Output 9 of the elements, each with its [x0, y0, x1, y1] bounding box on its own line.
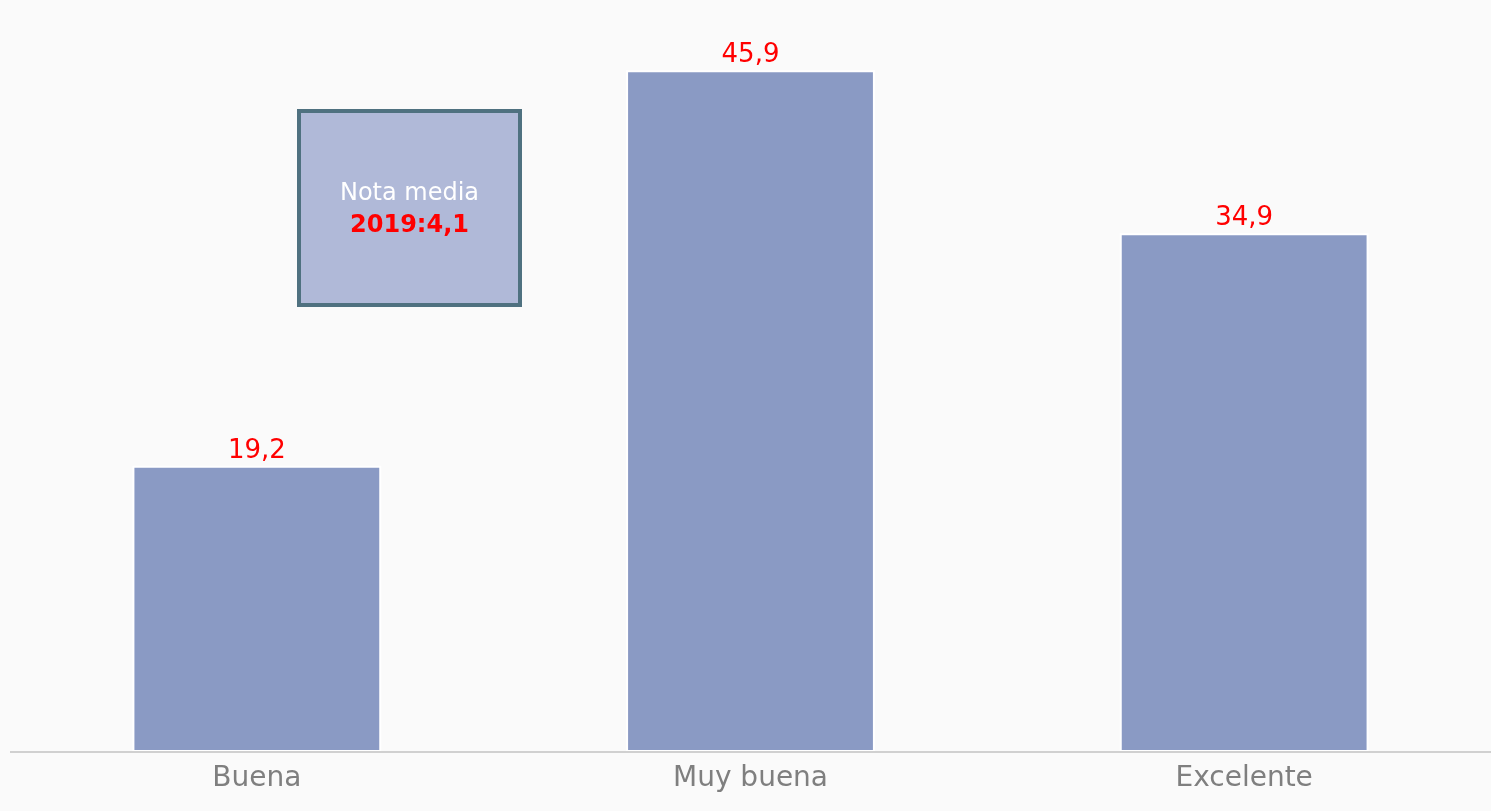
- annotation: Nota media: [339, 178, 480, 207]
- annotation: 2019:4,1: [350, 209, 469, 238]
- note-box: Nota media 2019:4,1: [297, 109, 522, 307]
- data-label: 19,2: [227, 433, 286, 464]
- x-tick-label: Muy buena: [672, 760, 829, 794]
- x-tick-label: Buena: [212, 760, 302, 794]
- data-label: 34,9: [1215, 201, 1274, 232]
- data-label: 45,9: [721, 38, 780, 69]
- x-tick-label: Excelente: [1175, 760, 1313, 794]
